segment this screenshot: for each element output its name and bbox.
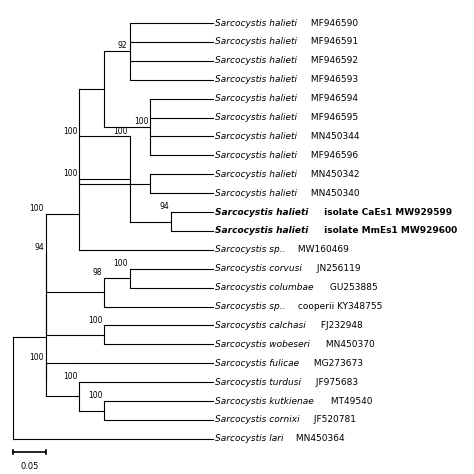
Text: Sarcocystis fulicae: Sarcocystis fulicae — [215, 359, 299, 368]
Text: FJ232948: FJ232948 — [319, 321, 363, 330]
Text: MN450370: MN450370 — [323, 340, 375, 349]
Text: JF520781: JF520781 — [311, 416, 356, 425]
Text: isolate CaEs1 MW929599: isolate CaEs1 MW929599 — [321, 208, 453, 217]
Text: Sarcocystis halieti: Sarcocystis halieti — [215, 18, 297, 27]
Text: 94: 94 — [159, 202, 169, 211]
Text: 100: 100 — [88, 316, 102, 325]
Text: MF946593: MF946593 — [309, 75, 359, 84]
Text: 100: 100 — [88, 391, 102, 400]
Text: Sarcocystis corvusi: Sarcocystis corvusi — [215, 264, 302, 273]
Text: 100: 100 — [113, 127, 128, 136]
Text: Sarcocystis kutkienae: Sarcocystis kutkienae — [215, 397, 314, 406]
Text: MN450342: MN450342 — [309, 170, 360, 179]
Text: MF946591: MF946591 — [309, 37, 359, 46]
Text: MF946594: MF946594 — [309, 94, 358, 103]
Text: Sarcocystis lari: Sarcocystis lari — [215, 434, 284, 443]
Text: Sarcocystis halieti: Sarcocystis halieti — [215, 227, 309, 236]
Text: MF946590: MF946590 — [309, 18, 359, 27]
Text: Sarcocystis halieti: Sarcocystis halieti — [215, 75, 297, 84]
Text: Sarcocystis halieti: Sarcocystis halieti — [215, 170, 297, 179]
Text: Sarcocystis halieti: Sarcocystis halieti — [215, 208, 309, 217]
Text: MN450364: MN450364 — [293, 434, 345, 443]
Text: cooperii KY348755: cooperii KY348755 — [295, 302, 383, 311]
Text: Sarcocystis sp..: Sarcocystis sp.. — [215, 246, 286, 255]
Text: MN450340: MN450340 — [309, 189, 360, 198]
Text: MT49540: MT49540 — [328, 397, 372, 406]
Text: 100: 100 — [29, 204, 44, 213]
Text: 92: 92 — [118, 41, 128, 50]
Text: Sarcocystis columbae: Sarcocystis columbae — [215, 283, 314, 292]
Text: Sarcocystis halieti: Sarcocystis halieti — [215, 113, 297, 122]
Text: Sarcocystis sp..: Sarcocystis sp.. — [215, 302, 286, 311]
Text: Sarcocystis halieti: Sarcocystis halieti — [215, 189, 297, 198]
Text: Sarcocystis halieti: Sarcocystis halieti — [215, 56, 297, 65]
Text: 100: 100 — [63, 127, 77, 136]
Text: 98: 98 — [93, 268, 102, 277]
Text: GU253885: GU253885 — [327, 283, 378, 292]
Text: 100: 100 — [63, 169, 77, 178]
Text: MF946595: MF946595 — [309, 113, 359, 122]
Text: Sarcocystis cornixi: Sarcocystis cornixi — [215, 416, 300, 425]
Text: Sarcocystis halieti: Sarcocystis halieti — [215, 94, 297, 103]
Text: 100: 100 — [29, 353, 44, 362]
Text: 0.05: 0.05 — [20, 462, 38, 471]
Text: Sarcocystis turdusi: Sarcocystis turdusi — [215, 378, 301, 387]
Text: JF975683: JF975683 — [313, 378, 358, 387]
Text: MG273673: MG273673 — [311, 359, 363, 368]
Text: Sarcocystis halieti: Sarcocystis halieti — [215, 151, 297, 160]
Text: MN450344: MN450344 — [309, 132, 360, 141]
Text: Sarcocystis halieti: Sarcocystis halieti — [215, 37, 297, 46]
Text: isolate MmEs1 MW929600: isolate MmEs1 MW929600 — [321, 227, 458, 236]
Text: MF946596: MF946596 — [309, 151, 359, 160]
Text: 94: 94 — [34, 244, 44, 253]
Text: JN256119: JN256119 — [314, 264, 361, 273]
Text: Sarcocystis wobeseri: Sarcocystis wobeseri — [215, 340, 310, 349]
Text: Sarcocystis calchasi: Sarcocystis calchasi — [215, 321, 306, 330]
Text: Sarcocystis halieti: Sarcocystis halieti — [215, 132, 297, 141]
Text: MW160469: MW160469 — [295, 246, 349, 255]
Text: MF946592: MF946592 — [309, 56, 358, 65]
Text: 100: 100 — [63, 372, 77, 381]
Text: 100: 100 — [134, 117, 148, 126]
Text: 100: 100 — [113, 259, 128, 268]
